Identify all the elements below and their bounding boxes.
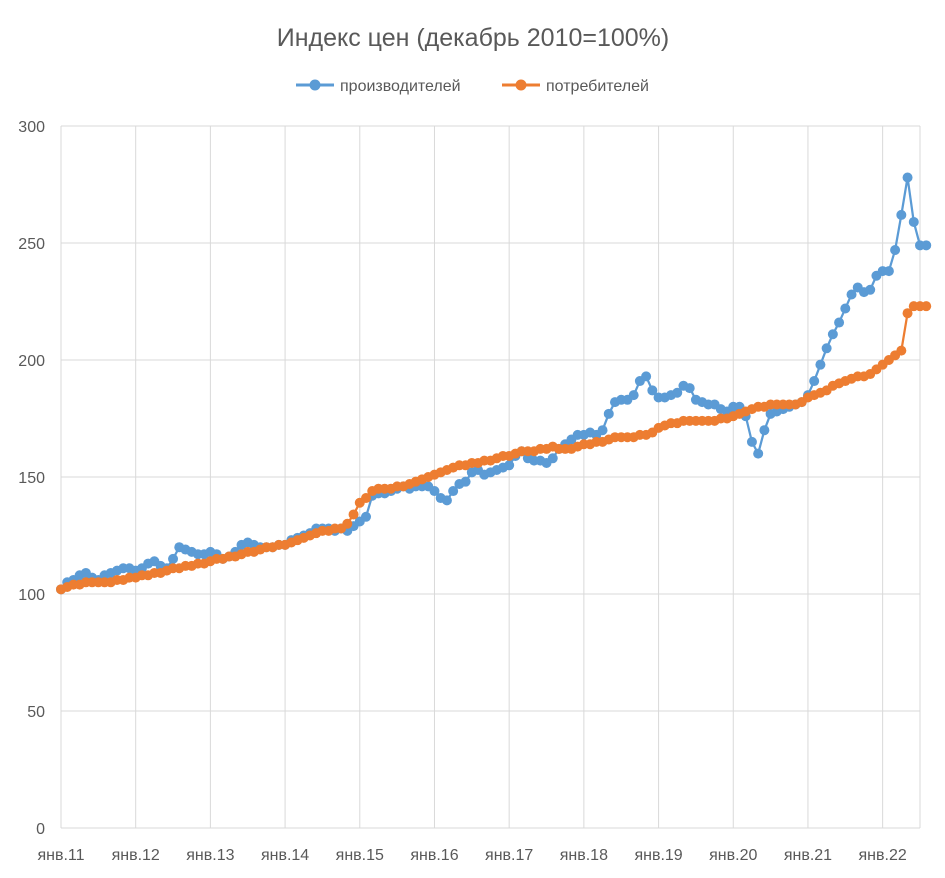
producers-point bbox=[684, 383, 695, 394]
producers-point bbox=[448, 486, 459, 497]
x-tick-label: янв.11 bbox=[37, 847, 84, 864]
x-tick-label: янв.13 bbox=[186, 847, 234, 864]
producers-point bbox=[460, 476, 471, 487]
legend-item-consumers[interactable]: потребителей bbox=[502, 78, 649, 95]
chart-title: Индекс цен (декабрь 2010=100%) bbox=[277, 24, 670, 52]
producers-point bbox=[827, 329, 838, 340]
producers-point bbox=[834, 317, 845, 328]
y-axis-tick-labels: 0 50 100 150 200 250 300 bbox=[18, 119, 45, 838]
consumers-point bbox=[342, 518, 353, 529]
producers-point bbox=[921, 240, 932, 251]
producers-point bbox=[168, 553, 179, 564]
grid bbox=[60, 125, 921, 829]
producers-point bbox=[890, 245, 901, 256]
x-tick-label: янв.22 bbox=[859, 847, 907, 864]
legend-item-producers[interactable]: производителей bbox=[296, 78, 461, 95]
producers-point bbox=[603, 408, 614, 419]
legend-producers-label: производителей bbox=[340, 78, 461, 95]
producers-point bbox=[647, 385, 658, 396]
producers-point bbox=[759, 425, 770, 436]
x-tick-label: янв.20 bbox=[709, 847, 757, 864]
y-tick-label: 50 bbox=[27, 704, 45, 721]
y-tick-label: 250 bbox=[18, 236, 45, 253]
x-axis-tick-labels: янв.11 янв.12 янв.13 янв.14 янв.15 янв.16 янв.… bbox=[37, 847, 906, 864]
producers-point bbox=[361, 511, 372, 522]
producers-point bbox=[896, 209, 907, 220]
consumers-point bbox=[921, 301, 932, 312]
producers-point bbox=[846, 289, 857, 300]
y-tick-label: 0 bbox=[36, 821, 45, 838]
series bbox=[56, 172, 932, 595]
x-tick-label: янв.12 bbox=[112, 847, 160, 864]
x-tick-label: янв.19 bbox=[634, 847, 682, 864]
producers-point bbox=[429, 486, 440, 497]
consumers-point bbox=[361, 493, 372, 504]
consumers-point bbox=[902, 308, 913, 319]
x-tick-label: янв.15 bbox=[336, 847, 384, 864]
producers-point bbox=[753, 448, 764, 459]
producers-point bbox=[883, 266, 894, 277]
x-tick-label: янв.14 bbox=[261, 847, 309, 864]
producers-point bbox=[815, 359, 826, 370]
x-tick-label: янв.16 bbox=[410, 847, 458, 864]
x-tick-label: янв.18 bbox=[560, 847, 608, 864]
producers-point bbox=[672, 387, 683, 398]
producers-point bbox=[865, 284, 876, 295]
producers-point bbox=[840, 303, 851, 314]
producers-point bbox=[504, 460, 515, 471]
legend: производителей потребителей bbox=[296, 78, 649, 95]
producers-point bbox=[809, 376, 820, 387]
series-consumers bbox=[56, 301, 932, 595]
y-tick-label: 200 bbox=[18, 353, 45, 370]
legend-consumers-marker bbox=[515, 79, 527, 91]
producers-point bbox=[441, 495, 452, 506]
producers-point bbox=[908, 216, 919, 227]
y-tick-label: 300 bbox=[18, 119, 45, 136]
producers-point bbox=[628, 390, 639, 401]
consumers-point bbox=[348, 509, 359, 520]
producers-point bbox=[746, 436, 757, 447]
x-tick-label: янв.17 bbox=[485, 847, 533, 864]
legend-consumers-label: потребителей bbox=[546, 78, 649, 95]
producers-point bbox=[597, 425, 608, 436]
producers-point bbox=[547, 453, 558, 464]
producers-point bbox=[641, 371, 652, 382]
y-tick-label: 100 bbox=[18, 587, 45, 604]
legend-producers-marker bbox=[309, 79, 321, 91]
producers-point bbox=[902, 172, 913, 183]
consumers-point bbox=[896, 345, 907, 356]
x-tick-label: янв.21 bbox=[784, 847, 832, 864]
producers-point bbox=[821, 343, 832, 354]
y-tick-label: 150 bbox=[18, 470, 45, 487]
